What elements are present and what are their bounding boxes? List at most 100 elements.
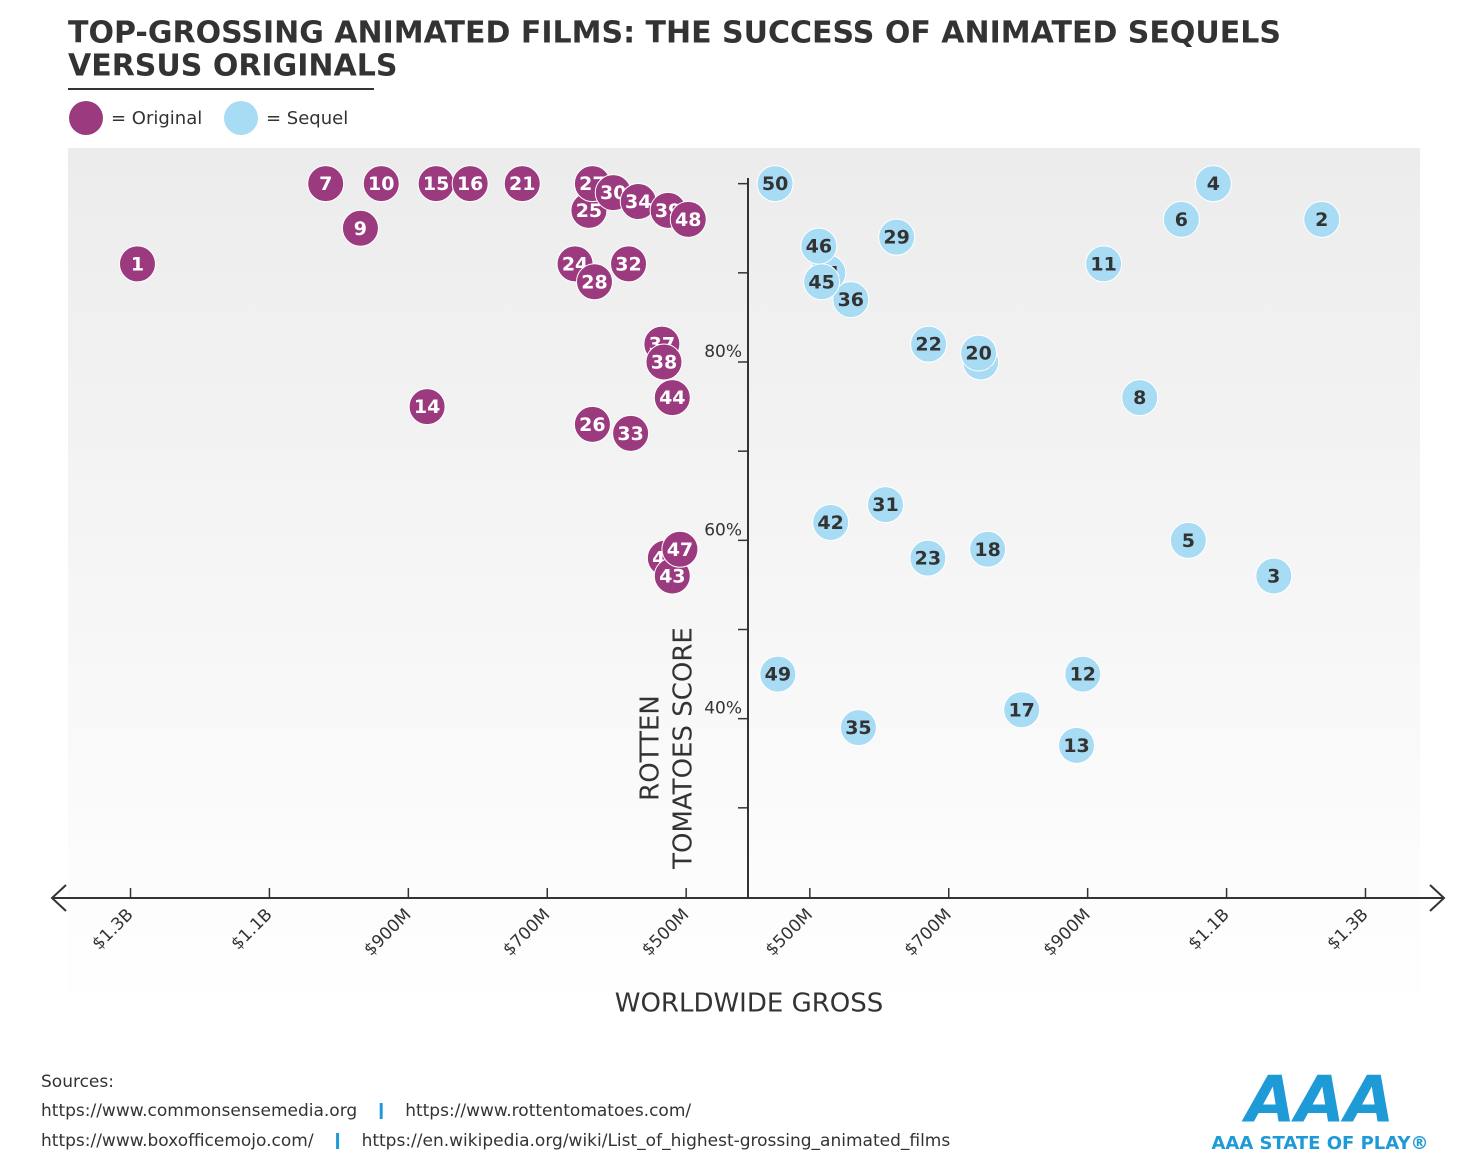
point-label: 25: [576, 200, 602, 222]
point-label: 17: [1008, 699, 1034, 721]
point: [909, 539, 947, 577]
legend-label: = Original: [111, 108, 202, 129]
point: [756, 165, 794, 203]
plot-background: [68, 148, 1420, 1010]
source-link: https://www.boxofficemojo.com/: [41, 1131, 314, 1151]
legend-label: = Sequel: [266, 108, 348, 129]
point: [661, 530, 699, 568]
point: [1085, 245, 1123, 283]
y-tick-label: 60%: [704, 520, 742, 540]
chart-title: TOP-GROSSING ANIMATED FILMS: THE SUCCESS…: [68, 16, 1281, 51]
point-label: 43: [659, 566, 685, 588]
point-label: 18: [974, 539, 1000, 561]
point-label: 44: [659, 387, 685, 409]
point-label: 49: [765, 664, 791, 686]
axis-arrow: [50, 884, 67, 912]
point: [832, 281, 870, 319]
point-label: 9: [354, 218, 367, 240]
point-label: 8: [1133, 387, 1146, 409]
point: [910, 325, 948, 363]
point-label: 4: [1207, 173, 1220, 195]
point: [610, 245, 648, 283]
point-label: 31: [872, 494, 898, 516]
point: [118, 245, 156, 283]
source-link: https://www.rottentomatoes.com/: [405, 1101, 691, 1121]
logo-text: AAA STATE OF PLAY®: [1211, 1133, 1428, 1154]
point-label: 22: [915, 334, 941, 356]
point: [960, 334, 998, 372]
point: [759, 655, 797, 693]
point: [1162, 200, 1200, 238]
point-label: 20: [965, 343, 991, 365]
point: [1003, 691, 1041, 729]
point-label: 7: [319, 173, 332, 195]
x-axis-title: WORLDWIDE GROSS: [615, 989, 884, 1019]
point-label: 23: [915, 548, 941, 570]
point-label: 16: [457, 173, 483, 195]
chart-title: VERSUS ORIGINALS: [68, 49, 397, 84]
point-label: 2: [1315, 209, 1328, 231]
point-label: 32: [615, 253, 641, 275]
point-label: 46: [806, 236, 832, 258]
point-label: 13: [1063, 735, 1089, 757]
legend-marker: [69, 101, 103, 135]
point: [669, 200, 707, 238]
point-label: 34: [625, 191, 651, 213]
point: [575, 263, 613, 301]
point-label: 38: [651, 352, 677, 374]
point-label: 48: [675, 209, 701, 231]
point: [1121, 379, 1159, 417]
point-label: 12: [1070, 664, 1096, 686]
point: [653, 379, 691, 417]
point: [867, 486, 905, 524]
point-label: 11: [1090, 253, 1116, 275]
y-tick-label: 40%: [704, 699, 742, 719]
point: [307, 165, 345, 203]
point: [878, 218, 916, 256]
point: [1064, 655, 1102, 693]
point-label: 14: [414, 396, 440, 418]
point-label: 15: [423, 173, 449, 195]
point-label: 26: [579, 414, 605, 436]
point: [645, 343, 683, 381]
point-label: 42: [817, 512, 843, 534]
point-label: 50: [762, 173, 788, 195]
point-label: 5: [1182, 530, 1195, 552]
point: [1169, 521, 1207, 559]
point: [503, 165, 541, 203]
point: [839, 709, 877, 747]
source-link: https://www.commonsensemedia.org: [41, 1101, 357, 1121]
point-label: 36: [838, 289, 864, 311]
point: [1194, 165, 1232, 203]
point-label: 47: [667, 539, 693, 561]
point: [573, 405, 611, 443]
point: [1255, 557, 1293, 595]
point: [612, 414, 650, 452]
point: [408, 388, 446, 426]
point: [362, 165, 400, 203]
point-label: 30: [600, 182, 626, 204]
point: [341, 209, 379, 247]
point-label: 45: [808, 271, 834, 293]
point: [1058, 726, 1096, 764]
point-label: 29: [883, 227, 909, 249]
point: [451, 165, 489, 203]
y-axis-title: TOMATOES SCORE: [669, 627, 699, 870]
point: [812, 504, 850, 541]
point-label: 1: [131, 253, 144, 275]
point-label: 21: [509, 173, 535, 195]
y-axis-title: ROTTEN: [636, 695, 666, 801]
source-link: https://en.wikipedia.org/wiki/List_of_hi…: [362, 1131, 951, 1151]
point: [969, 530, 1007, 568]
logo-mark: AAA: [1241, 1064, 1395, 1138]
point-label: 6: [1175, 209, 1188, 231]
sources-title: Sources:: [41, 1072, 114, 1092]
point-label: 33: [617, 423, 643, 445]
axis-arrow: [1429, 884, 1446, 912]
point-label: 28: [581, 271, 607, 293]
point-label: 3: [1267, 566, 1280, 588]
point: [1303, 200, 1341, 238]
y-tick-label: 80%: [704, 342, 742, 362]
